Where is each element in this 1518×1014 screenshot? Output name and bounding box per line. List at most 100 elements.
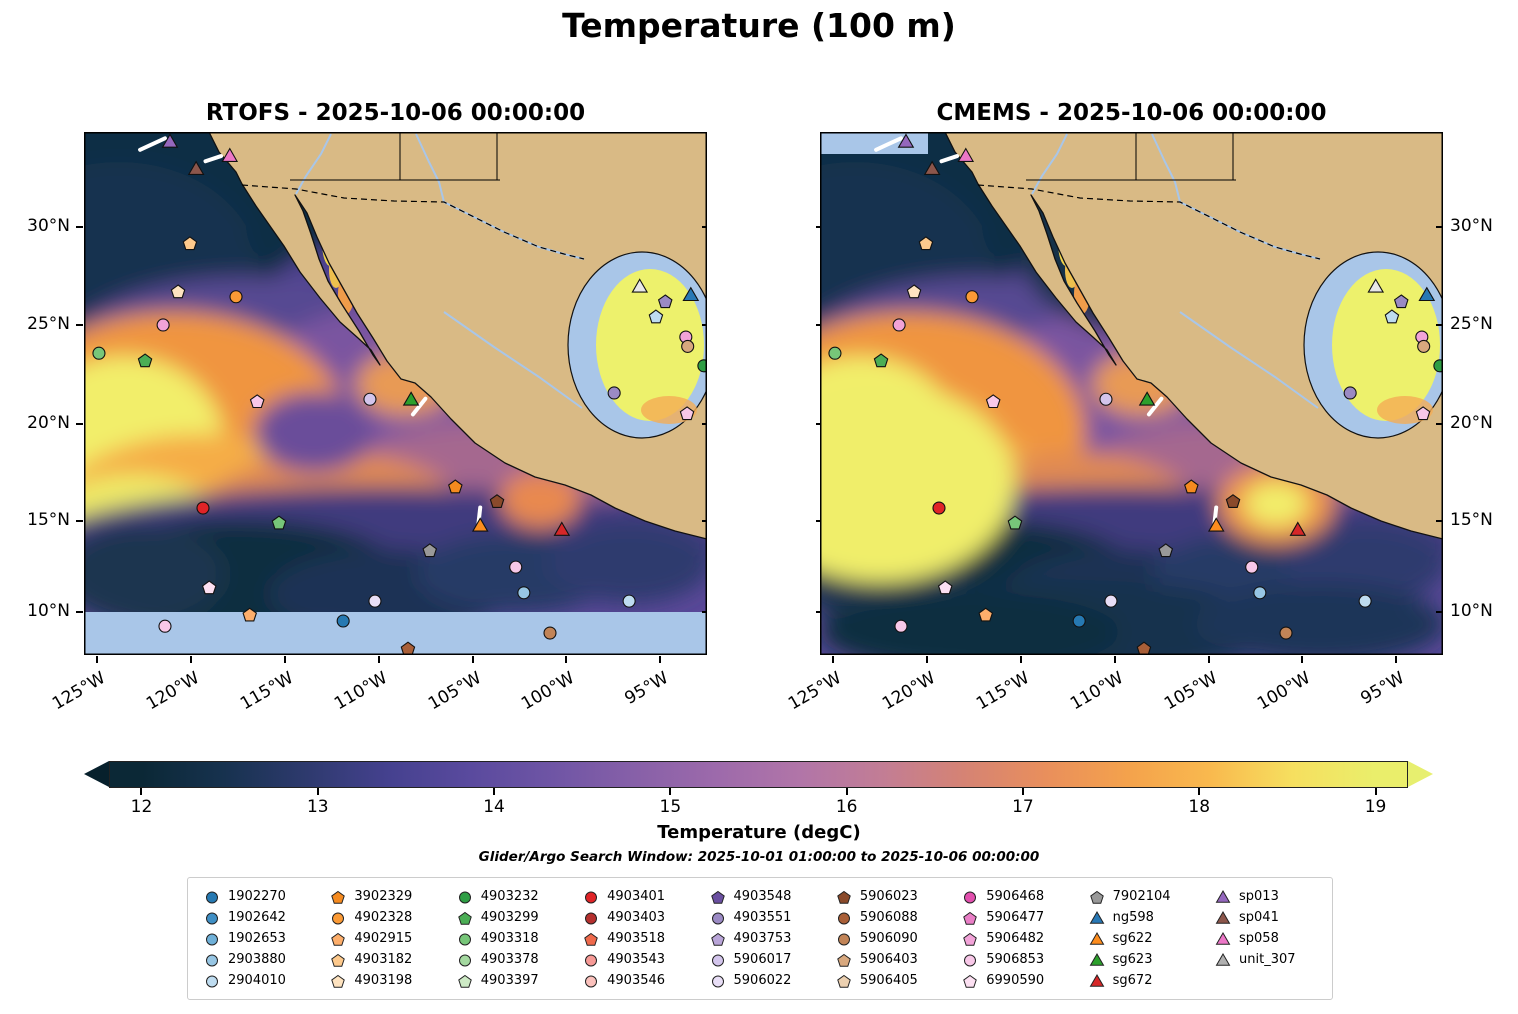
- glider-track: [874, 136, 903, 152]
- argo-float-marker: [1184, 479, 1199, 494]
- colorbar-tick: [140, 788, 143, 795]
- argo-float-marker: [336, 614, 350, 628]
- legend-entry-sp058: sp058: [1215, 931, 1316, 947]
- legend-entry-label: 5906482: [986, 931, 1045, 946]
- legend-entry-sg623: sg623: [1089, 952, 1191, 968]
- legend-entry-label: 4903548: [733, 889, 792, 904]
- lon-tick: [926, 656, 929, 663]
- lat-tick-label: 10°N: [1450, 601, 1493, 622]
- lat-tick-label: 25°N: [27, 313, 70, 334]
- glider-track: [1146, 396, 1164, 417]
- glider-marker-sg622: [1207, 517, 1225, 532]
- lat-tick: [1436, 226, 1443, 229]
- circle-marker-icon: [711, 975, 724, 987]
- colorbar-tick: [845, 788, 848, 795]
- lat-tick: [702, 323, 707, 326]
- legend-entry-label: 1902653: [228, 931, 286, 946]
- triangle-marker-icon: [1089, 931, 1104, 945]
- legend-entry-label: unit_307: [1239, 952, 1296, 967]
- argo-float-marker: [679, 406, 695, 421]
- legend-entry-4903548: 4903548: [710, 889, 812, 905]
- legend-entry-label: 4903232: [480, 889, 539, 904]
- figure-title: Temperature (100 m): [562, 6, 956, 45]
- argo-float-marker: [489, 494, 505, 508]
- argo-float-marker: [648, 309, 664, 324]
- glider-marker-sg672: [553, 521, 571, 536]
- circle-marker-icon: [964, 891, 977, 903]
- colorbar-tick: [1021, 788, 1024, 795]
- argo-float-marker: [1253, 586, 1267, 600]
- lon-tick-label: 100°W: [1254, 668, 1315, 715]
- legend-entry-4903403: 4903403: [583, 910, 685, 926]
- lat-tick: [702, 226, 707, 229]
- legend-entry-5906088: 5906088: [836, 910, 938, 926]
- legend-entry-label: sp041: [1239, 910, 1279, 925]
- argo-float-marker: [242, 607, 258, 622]
- search-window-text: Glider/Argo Search Window: 2025-10-01 01…: [478, 849, 1040, 865]
- legend-entry-label: 4903318: [480, 931, 539, 946]
- pentagon-marker-icon: [837, 953, 851, 967]
- pentagon-marker-icon: [331, 953, 346, 967]
- legend-entry-ng598: ng598: [1089, 910, 1191, 926]
- glider-track: [203, 154, 224, 164]
- legend-entry-4903543: 4903543: [583, 952, 685, 968]
- lat-tick: [1436, 422, 1443, 425]
- lon-tick-label: 95°W: [1357, 668, 1409, 709]
- argo-float-marker: [363, 392, 377, 406]
- legend-entry-5906017: 5906017: [710, 952, 812, 968]
- argo-float-marker: [1384, 309, 1400, 324]
- cmems-panel-title: CMEMS - 2025-10-06 00:00:00: [936, 100, 1327, 126]
- lon-tick: [565, 656, 568, 663]
- circle-marker-icon: [458, 891, 471, 903]
- triangle-marker-icon: [1215, 952, 1231, 966]
- lat-tick: [702, 611, 707, 614]
- legend-entry-3902329: 3902329: [330, 889, 432, 905]
- legend-entry-label: 5906405: [859, 973, 918, 988]
- glider-marker-ng598: [1418, 286, 1436, 302]
- legend-entry-label: sg672: [1112, 973, 1153, 988]
- triangle-marker-icon: [1089, 952, 1104, 966]
- lon-tick-label: 115°W: [236, 668, 297, 715]
- legend-entry-label: 3902329: [354, 889, 413, 904]
- colorbar-tick-label: 18: [1188, 797, 1211, 817]
- legend-entry-1902270: 1902270: [204, 889, 306, 905]
- legend-entry-label: 4902328: [354, 910, 413, 925]
- pentagon-marker-icon: [963, 932, 978, 946]
- argo-float-marker: [894, 619, 908, 633]
- lat-tick-label: 10°N: [27, 601, 70, 622]
- pentagon-marker-icon: [331, 932, 346, 946]
- legend-entry-label: 4902915: [354, 931, 413, 946]
- argo-float-marker: [182, 236, 198, 251]
- lon-tick-label: 105°W: [424, 668, 485, 715]
- lat-tick: [816, 520, 821, 523]
- argo-float-marker: [422, 543, 438, 558]
- lon-tick: [190, 656, 193, 663]
- cmems-map-panel: [820, 132, 1443, 655]
- argo-float-marker: [249, 394, 265, 409]
- lat-tick: [76, 611, 83, 614]
- legend-entry-label: 5906023: [859, 889, 918, 904]
- legend-entry-label: sp013: [1239, 889, 1279, 904]
- legend-entry-4903318: 4903318: [457, 931, 559, 947]
- colorbar: [109, 761, 1408, 788]
- colorbar-tick: [316, 788, 319, 795]
- legend-entry-2903880: 2903880: [204, 952, 306, 968]
- legend-entry-4903753: 4903753: [710, 931, 812, 947]
- legend-entry-4903378: 4903378: [457, 952, 559, 968]
- lon-tick-label: 125°W: [49, 668, 110, 715]
- lat-tick-label: 20°N: [27, 412, 70, 433]
- argo-float-marker: [137, 353, 153, 368]
- pentagon-marker-icon: [963, 974, 978, 988]
- lat-tick: [816, 422, 821, 425]
- lat-tick: [76, 323, 83, 326]
- legend-entry-4903518: 4903518: [583, 931, 685, 947]
- lat-tick: [76, 422, 83, 425]
- pentagon-marker-icon: [584, 932, 598, 946]
- colorbar-under-arrow: [84, 761, 109, 787]
- legend-entry-label: ng598: [1112, 910, 1154, 925]
- lon-tick: [471, 656, 474, 663]
- legend-entry-label: 4903198: [354, 973, 413, 988]
- lat-tick-label: 15°N: [27, 510, 70, 531]
- argo-float-marker: [918, 236, 934, 251]
- colorbar-tick-label: 15: [659, 797, 682, 817]
